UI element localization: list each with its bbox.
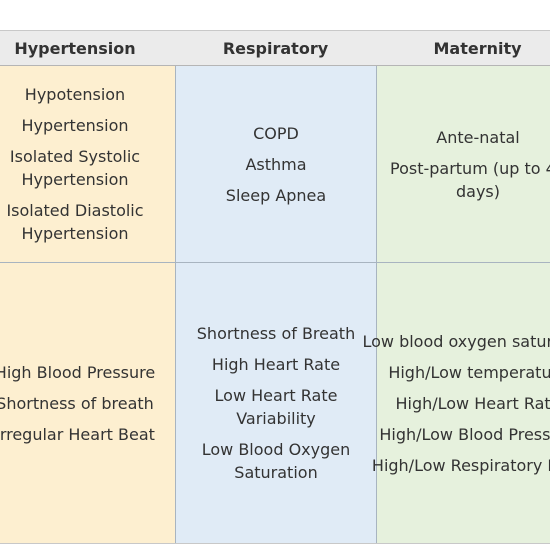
column-header: Maternity: [376, 31, 550, 66]
cell-item: Shortness of breath: [0, 393, 154, 413]
cell-item: Low Heart Rate Variability: [214, 386, 338, 428]
cell-item: Low Blood Oxygen Saturation: [201, 440, 351, 482]
table-cell: Low blood oxygen saturation High/Low temp…: [362, 263, 550, 543]
cell-item: High/Low temperature: [388, 362, 550, 382]
cell-item: Post-partum (up to 42 days): [389, 158, 550, 201]
table-cell: Shortness of Breath High Heart Rate Low He…: [175, 263, 376, 543]
column-header: Respiratory: [175, 31, 376, 66]
cell-item: Isolated Diastolic Hypertension: [6, 201, 144, 243]
column-header: Hypertension: [0, 31, 175, 66]
cell-item: Shortness of Breath: [196, 324, 356, 343]
table: Hypertension Respiratory Maternity Hypotens…: [0, 30, 550, 544]
table-cell: COPD Asthma Sleep Apnea: [175, 66, 376, 263]
cell-item: Isolated Systolic Hypertension: [9, 147, 141, 189]
cell-item: Sleep Apnea: [225, 185, 327, 205]
cell-item: High Blood Pressure: [0, 362, 156, 382]
cell-item: Ante-natal: [436, 127, 520, 147]
cell-item: Low blood oxygen saturation: [362, 331, 550, 351]
table-cell: Ante-natal Post-partum (up to 42 days): [376, 66, 550, 263]
cell-item: Hypotension: [24, 85, 126, 104]
cell-item: Irregular Heart Beat: [0, 424, 155, 444]
cell-item: COPD: [253, 123, 299, 143]
table-cell: High Blood Pressure Shortness of breath Ir…: [0, 263, 175, 543]
table-cell: Hypotension Hypertension Isolated Systolic…: [0, 66, 175, 263]
cell-item: High/Low Respiratory Rate: [371, 455, 550, 475]
cell-item: High Heart Rate: [211, 355, 341, 374]
cell-item: Asthma: [245, 154, 307, 174]
cell-item: Hypertension: [21, 116, 129, 135]
cell-item: High/Low Blood Pressure: [379, 424, 550, 444]
cell-item: High/Low Heart Rate: [395, 393, 550, 413]
